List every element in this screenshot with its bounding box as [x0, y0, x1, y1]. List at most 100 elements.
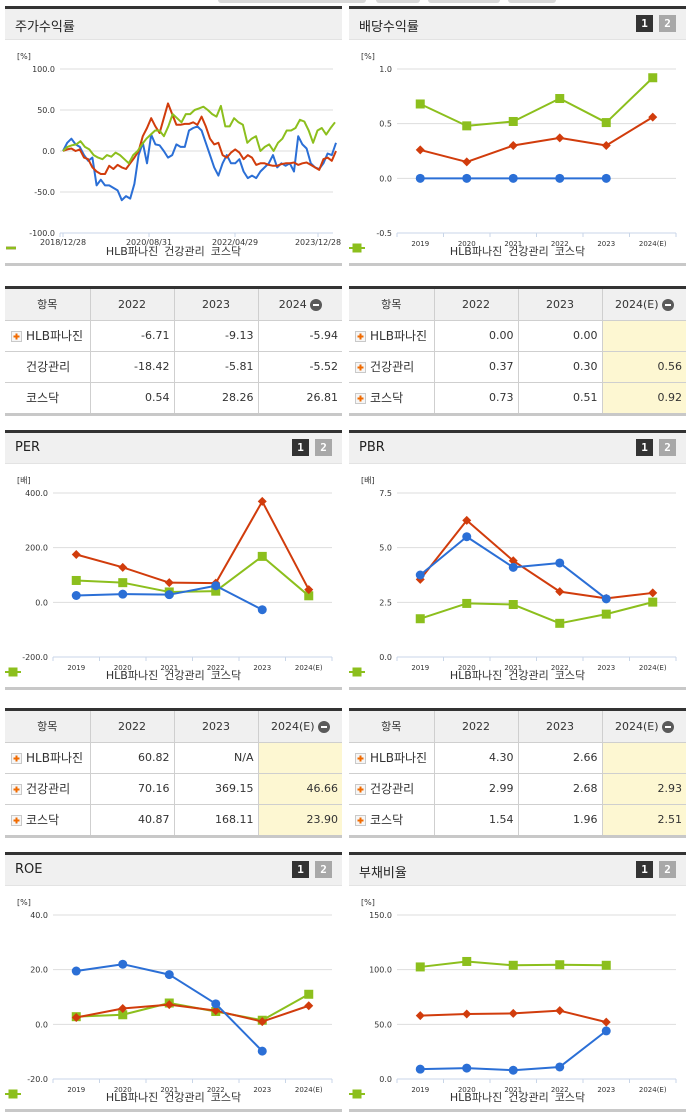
page-1-button[interactable]: 1 [636, 15, 653, 32]
legend-item[interactable]: 코스닥 [6, 243, 242, 259]
legend-item[interactable]: 코스닥 [5, 667, 242, 683]
value-cell: -5.81 [174, 351, 259, 383]
value-cell: 1.54 [434, 804, 519, 835]
collapse-column-icon[interactable] [661, 298, 674, 311]
svg-text:2024(E): 2024(E) [639, 664, 667, 672]
legend-item[interactable]: 건강관리 [349, 667, 549, 683]
column-header: 2023 [174, 289, 259, 321]
legend-item[interactable]: 건강관리 [5, 1089, 205, 1105]
expand-plus-icon[interactable] [355, 784, 366, 795]
svg-text:0.0: 0.0 [35, 1020, 48, 1029]
expand-plus-icon[interactable] [355, 331, 366, 342]
legend-item[interactable]: 건강관리 [6, 243, 205, 259]
data-table: 항목 2022 2023 2024(E) HLB파나진 0.00 0.00 건강관리 0.37 0… [349, 289, 686, 413]
svg-text:2024(E): 2024(E) [295, 1086, 323, 1094]
panel-title: 부채비율 [359, 866, 407, 881]
y-unit-label: [%] [17, 898, 31, 907]
value-cell: 0.51 [518, 382, 603, 413]
expand-plus-icon[interactable] [355, 815, 366, 827]
svg-text:2019: 2019 [67, 664, 85, 672]
dividend-yield-table: 항목 2022 2023 2024(E) HLB파나진 0.00 0.00 건강관리 0.37 0… [349, 286, 686, 416]
expand-plus-icon[interactable] [11, 331, 22, 342]
table-row: 코스닥 40.87 168.11 23.90 [5, 804, 342, 835]
legend-item[interactable]: 건강관리 [5, 667, 205, 683]
top-tab[interactable] [218, 0, 366, 3]
legend-item[interactable]: HLB파나진 [349, 1089, 503, 1105]
svg-text:-20.0: -20.0 [27, 1075, 48, 1084]
svg-text:2020: 2020 [114, 1086, 132, 1094]
page-2-button[interactable]: 2 [659, 15, 676, 32]
svg-text:2022/04/29: 2022/04/29 [212, 238, 258, 247]
expand-plus-icon[interactable] [355, 393, 366, 405]
data-table: 항목 2022 2023 2024(E) HLB파나진 4.30 2.66 건강관리 2.99 2… [349, 711, 686, 835]
row-label-cell: 건강관리 [5, 773, 91, 805]
svg-text:2021: 2021 [160, 1086, 178, 1094]
legend-label: 코스닥 [210, 245, 242, 258]
legend-item[interactable]: HLB파나진 [5, 667, 158, 683]
legend-item[interactable]: HLB파나진 [349, 667, 502, 683]
page-1-button[interactable]: 1 [292, 861, 309, 878]
page-2-button[interactable]: 2 [315, 861, 332, 878]
legend-label: HLB파나진 [449, 1091, 503, 1104]
column-header-label: 항목 [381, 298, 402, 312]
top-tab[interactable] [508, 0, 556, 3]
row-label-cell: 건강관리 [349, 773, 435, 805]
svg-text:2020: 2020 [114, 664, 132, 672]
value-cell: 2.93 [602, 773, 686, 805]
legend-item[interactable]: 건강관리 [349, 243, 549, 259]
page-1-button[interactable]: 1 [636, 439, 653, 456]
svg-text:2023: 2023 [253, 1086, 271, 1094]
top-tab[interactable] [376, 0, 420, 3]
collapse-column-icon[interactable] [317, 720, 330, 733]
square-marker-icon [6, 246, 16, 250]
legend-item[interactable]: 코스닥 [349, 243, 585, 259]
expand-plus-icon[interactable] [11, 815, 22, 827]
y-unit-label: [배] [17, 476, 31, 485]
expand-plus-icon[interactable] [355, 753, 366, 764]
svg-text:-200.0: -200.0 [22, 653, 48, 662]
svg-text:2023/12/28: 2023/12/28 [295, 238, 341, 247]
svg-text:2020: 2020 [458, 1086, 476, 1094]
value-cell: 46.66 [258, 773, 342, 805]
legend-item[interactable]: 코스닥 [349, 1089, 585, 1105]
value-cell: -5.52 [258, 351, 342, 383]
column-header: 항목 [349, 289, 435, 321]
collapse-column-icon[interactable] [309, 298, 322, 311]
page-2-button[interactable]: 2 [659, 861, 676, 878]
svg-text:2021: 2021 [504, 1086, 522, 1094]
expand-plus-icon[interactable] [11, 784, 22, 795]
legend-item[interactable]: HLB파나진 [5, 1089, 158, 1105]
page-1-button[interactable]: 1 [636, 861, 653, 878]
legend-item[interactable]: HLB파나진 [6, 243, 158, 259]
legend-item[interactable]: 건강관리 [349, 1089, 549, 1105]
column-header: 2022 [434, 289, 519, 321]
legend-item[interactable]: 코스닥 [349, 667, 585, 683]
value-cell: 0.00 [434, 320, 519, 352]
svg-text:2023: 2023 [253, 664, 271, 672]
row-label: 건강관리 [370, 360, 415, 374]
page-2-button[interactable]: 2 [659, 439, 676, 456]
table-row: 코스닥 1.54 1.96 2.51 [349, 804, 686, 835]
column-header-label: 2023 [202, 297, 230, 311]
table-header-row: 항목 2022 2023 2024(E) [5, 711, 342, 743]
svg-text:2023: 2023 [597, 240, 615, 248]
pbr-panel: PBR 1 2 [배] 7.5 5.0 2.5 0.0 2019 2020 2021 2022 2… [349, 430, 686, 690]
square-marker-icon [349, 1089, 365, 1099]
legend-item[interactable]: HLB파나진 [349, 243, 502, 259]
value-cell: 0.73 [434, 382, 519, 413]
page-2-button[interactable]: 2 [315, 439, 332, 456]
top-tab[interactable] [428, 0, 500, 3]
column-header-label: 항목 [37, 720, 58, 734]
collapse-column-icon[interactable] [661, 720, 674, 733]
square-marker-icon [5, 1089, 21, 1099]
panel-header: 주가수익률 [5, 9, 342, 40]
expand-plus-icon[interactable] [11, 753, 22, 764]
value-cell [258, 742, 342, 774]
svg-text:2018/12/28: 2018/12/28 [40, 238, 86, 247]
legend-item[interactable]: 코스닥 [5, 1089, 241, 1105]
expand-plus-icon[interactable] [355, 362, 366, 373]
legend-label: 코스닥 [210, 669, 242, 682]
page-1-button[interactable]: 1 [292, 439, 309, 456]
svg-text:2019: 2019 [411, 240, 429, 248]
